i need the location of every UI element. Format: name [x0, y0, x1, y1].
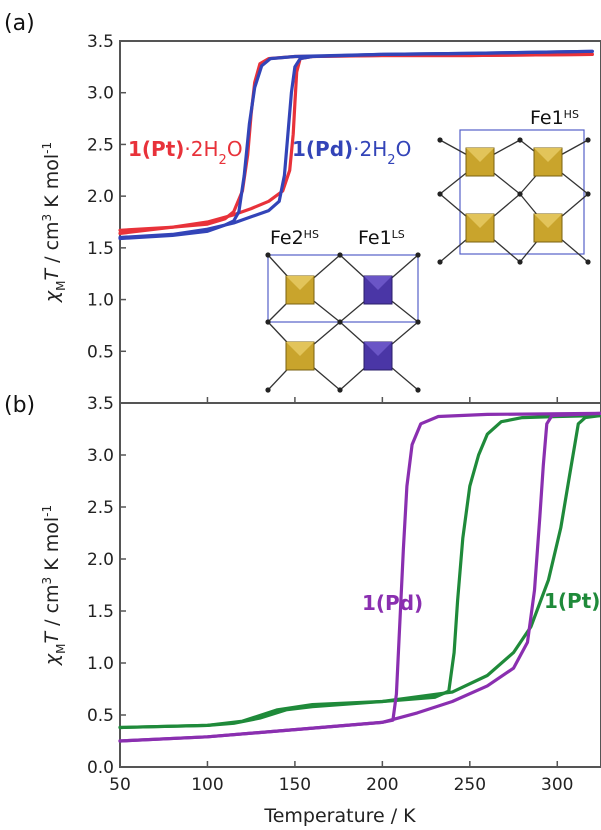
inset-right-node [585, 191, 591, 197]
label-fe1-hs-base: Fe1 [530, 107, 564, 129]
series-1-pd--heating [118, 411, 601, 743]
lattice-inset-right: Fe1HS [437, 107, 591, 265]
label-pt: 1(Pt) [544, 589, 600, 613]
panel-a-y-tick-label: 2.0 [87, 187, 114, 207]
panel-a-label: (a) [4, 11, 35, 36]
inset-center-node [415, 252, 421, 258]
label-pd-2h2o-b: ·2H [353, 137, 387, 161]
label-pd-2h2o: 1(Pd)·2H2O [292, 137, 411, 168]
inset-right-node [437, 137, 443, 143]
inset-center-unit-cell [267, 254, 419, 323]
panel-b-y-tick-label: 3.5 [87, 394, 114, 414]
x-tick-label: 150 [279, 775, 311, 795]
series-1-pd-2h2o-heating [118, 49, 594, 240]
label-pt-2h2o-d: O [227, 137, 243, 161]
inset-center-node [415, 387, 421, 393]
panel-b-y-tick-label: 1.0 [87, 654, 114, 674]
label-pd: 1(Pd) [362, 591, 423, 615]
x-tick-label: 250 [454, 775, 486, 795]
site-fe1-ls-1-facet [364, 276, 392, 290]
series-1-pt--heating [118, 413, 601, 730]
label-fe1-ls-base: Fe1 [358, 227, 392, 249]
panel-a-y-tick-label: 3.0 [87, 84, 114, 104]
panel-b-x-ticks: 50 100 150 200 250 300 [109, 761, 573, 795]
x-tick-label: 200 [366, 775, 398, 795]
panel-b-curves [118, 411, 601, 743]
label-pt-2h2o-b: ·2H [184, 137, 218, 161]
site-fe1-hs-1-facet [466, 148, 494, 162]
site-fe2-hs-1-facet [286, 276, 314, 290]
series-1-pt--cooling [118, 413, 601, 730]
panel-b-y-axis-label: χMT / cm3 K mol-1 [40, 505, 68, 666]
inset-center-node [265, 319, 271, 325]
inset-right-unit-cell [459, 129, 585, 255]
panel-a-y-tick-label: 2.5 [87, 135, 114, 155]
inset-right-node [517, 259, 523, 265]
label-fe1-hs-sup: HS [564, 108, 579, 121]
inset-center-node [265, 252, 271, 258]
panel-b-y-tick-label: 1.5 [87, 602, 114, 622]
label-fe2-hs-sup: HS [304, 228, 319, 241]
panel-a-y-ticks: 0.5 1.0 1.5 2.0 2.5 3.0 3.5 [87, 32, 126, 362]
inset-right-node [437, 191, 443, 197]
panel-b-y-tick-label: 2.5 [87, 498, 114, 518]
inset-right-node [585, 259, 591, 265]
site-fe2-hs-2-facet [286, 342, 314, 356]
label-pt-2h2o-a: 1(Pt) [128, 137, 184, 161]
x-tick-label: 300 [541, 775, 573, 795]
panel-a-y-tick-label: 1.5 [87, 239, 114, 259]
panel-a-y-tick-label: 3.5 [87, 32, 114, 52]
label-pd-2h2o-d: O [396, 137, 412, 161]
panel-b-y-tick-label: 3.0 [87, 446, 114, 466]
panel-b-y-tick-label: 0.5 [87, 706, 114, 726]
inset-center-node [265, 387, 271, 393]
site-fe1-hs-3-facet [466, 214, 494, 228]
inset-center-node [337, 387, 343, 393]
label-pd-2h2o-c: 2 [387, 153, 395, 168]
label-pt-2h2o: 1(Pt)·2H2O [128, 137, 243, 168]
panel-b-plot-frame [119, 402, 601, 768]
label-pt-2h2o-c: 2 [219, 153, 227, 168]
x-axis-label: Temperature / K [263, 805, 416, 827]
inset-center-node [415, 319, 421, 325]
panel-b-label: (b) [4, 393, 35, 418]
site-fe1-hs-4-facet [534, 214, 562, 228]
inset-center-node [337, 252, 343, 258]
panel-b-y-tick-label: 0.0 [87, 758, 114, 778]
x-tick-label: 50 [109, 775, 131, 795]
inset-right-node [585, 137, 591, 143]
label-fe1-hs: Fe1HS [530, 107, 579, 129]
inset-right-bonds [439, 139, 589, 263]
site-fe1-ls-2-facet [364, 342, 392, 356]
panel-a-y-tick-label: 1.0 [87, 291, 114, 311]
inset-right-node [517, 137, 523, 143]
label-fe2-hs-base: Fe2 [270, 227, 304, 249]
panel-a-curves [118, 49, 594, 241]
lattice-inset-center: Fe2HS Fe1LS [265, 227, 421, 393]
site-fe1-hs-2-facet [534, 148, 562, 162]
panel-b-y-tick-label: 2.0 [87, 550, 114, 570]
series-1-pd--cooling [118, 411, 601, 743]
panel-a-plot-frame [119, 40, 601, 404]
inset-right-node [517, 191, 523, 197]
inset-center-node [337, 319, 343, 325]
label-fe1-ls-sup: LS [392, 228, 405, 241]
panel-a-y-axis-label: χMT / cm3 K mol-1 [40, 142, 68, 303]
label-fe2-hs: Fe2HS [270, 227, 319, 249]
inset-right-node [437, 259, 443, 265]
x-tick-label: 100 [191, 775, 223, 795]
label-pd-2h2o-a: 1(Pd) [292, 137, 353, 161]
panel-a-y-tick-label: 0.5 [87, 342, 114, 362]
label-fe1-ls: Fe1LS [358, 227, 405, 249]
